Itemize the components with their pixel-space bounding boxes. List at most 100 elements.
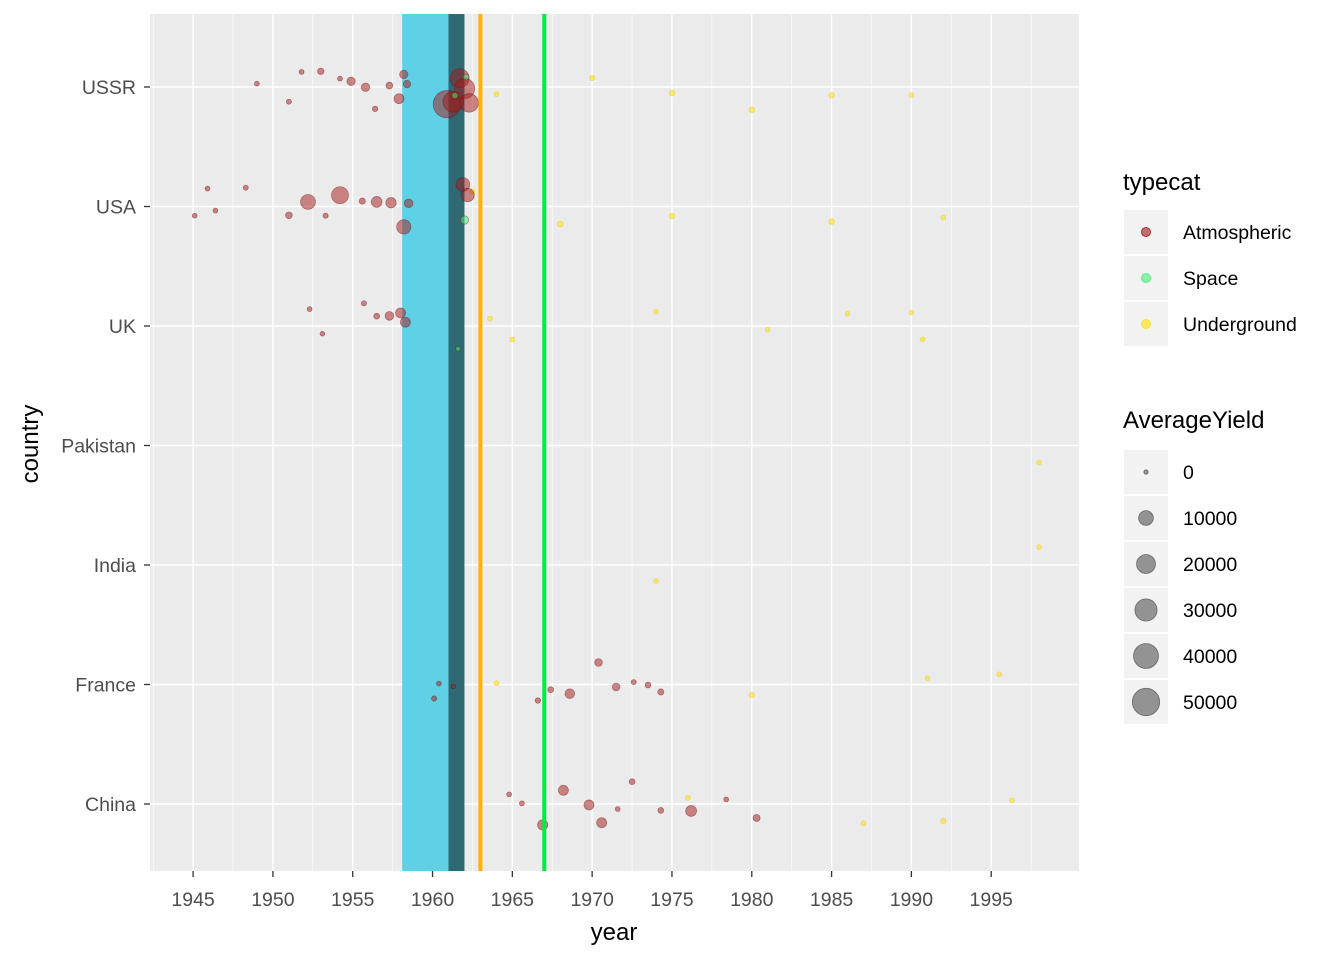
- data-point-atmospheric: [384, 311, 395, 321]
- legend-key-dot: [1141, 273, 1151, 283]
- x-tick-label: 1980: [730, 889, 774, 911]
- data-point-atmospheric: [393, 93, 405, 105]
- points-atmospheric: [191, 67, 761, 831]
- y-tick-label: France: [75, 675, 136, 697]
- x-axis-ticks: 1945 1950 1955 1960 1965 1970 1975 1980 1985 1990…: [171, 871, 1013, 911]
- legend-size-dot: [1136, 554, 1156, 574]
- data-point-underground: [940, 214, 947, 221]
- x-tick-label: 1975: [650, 889, 694, 911]
- data-point-atmospheric: [402, 80, 412, 89]
- data-point-atmospheric: [399, 69, 409, 79]
- data-point-underground: [589, 74, 596, 82]
- data-point-underground: [860, 820, 867, 827]
- data-point-space: [459, 215, 470, 225]
- x-tick-label: 1990: [890, 889, 934, 911]
- legend-size-label: 0: [1183, 462, 1194, 484]
- data-point-atmospheric: [450, 683, 457, 690]
- legend-size-title: AverageYield: [1123, 407, 1264, 434]
- y-tick-label: USSR: [82, 77, 136, 99]
- legend-size-label: 50000: [1183, 692, 1237, 714]
- y-axis-ticks: USSR USA UK Pakistan India France China: [61, 77, 150, 816]
- x-tick-label: 1985: [810, 889, 854, 911]
- legend-size-label: 30000: [1183, 600, 1237, 622]
- y-tick-label: India: [94, 555, 136, 577]
- y-axis-title: country: [17, 405, 44, 484]
- data-point-atmospheric: [322, 212, 329, 219]
- data-point-atmospheric: [400, 316, 411, 328]
- data-point-atmospheric: [358, 197, 366, 205]
- data-point-atmospheric: [459, 93, 479, 113]
- legend-key-dot: [1141, 319, 1151, 329]
- y-tick-label: Pakistan: [61, 436, 136, 458]
- data-point-atmospheric: [558, 784, 569, 796]
- grid-major: [150, 14, 1079, 871]
- legend-color-label: Space: [1183, 268, 1238, 290]
- data-point-atmospheric: [519, 800, 525, 807]
- legend-color-title: typecat: [1123, 169, 1201, 196]
- data-point-atmospheric: [337, 75, 343, 82]
- data-point-atmospheric: [628, 778, 636, 785]
- data-point-atmospheric: [360, 300, 367, 307]
- data-point-atmospheric: [460, 188, 475, 203]
- data-point-atmospheric: [385, 81, 394, 90]
- legend-size-dot: [1134, 598, 1158, 622]
- data-point-atmospheric: [644, 681, 652, 689]
- data-point-underground: [653, 309, 659, 315]
- data-point-atmospheric: [547, 686, 554, 693]
- data-point-atmospheric: [657, 807, 665, 814]
- highlight-band: [402, 14, 449, 871]
- data-point-atmospheric: [254, 80, 260, 87]
- legend-size-dot: [1138, 510, 1154, 526]
- data-point-atmospheric: [285, 211, 293, 219]
- data-point-atmospheric: [611, 682, 621, 692]
- data-point-underground: [748, 106, 755, 113]
- grid-minor: [152, 14, 1032, 871]
- x-axis-title: year: [591, 919, 638, 946]
- data-point-atmospheric: [298, 69, 305, 75]
- data-point-atmospheric: [300, 194, 316, 210]
- data-point-underground: [996, 671, 1003, 678]
- data-point-atmospheric: [657, 688, 665, 696]
- data-point-atmospheric: [723, 796, 729, 803]
- data-point-atmospheric: [191, 212, 198, 219]
- legend-size-dot: [1143, 469, 1149, 475]
- data-point-underground: [924, 675, 931, 682]
- data-point-atmospheric: [370, 196, 383, 208]
- data-point-underground: [828, 92, 835, 99]
- legend-color: Atmospheric Space Underground: [1124, 210, 1297, 346]
- data-point-space: [451, 92, 459, 99]
- x-tick-label: 1955: [331, 889, 375, 911]
- x-tick-label: 1945: [171, 889, 215, 911]
- data-point-atmospheric: [594, 658, 603, 667]
- data-point-underground: [493, 680, 500, 686]
- data-point-atmospheric: [685, 805, 697, 817]
- data-point-atmospheric: [614, 806, 621, 812]
- data-point-underground: [1036, 544, 1042, 550]
- data-point-underground: [668, 89, 676, 97]
- data-point-atmospheric: [506, 791, 512, 798]
- data-point-atmospheric: [396, 219, 412, 235]
- data-point-underground: [487, 315, 493, 322]
- data-point-underground: [1009, 797, 1015, 804]
- data-point-atmospheric: [319, 330, 326, 337]
- data-point-underground: [908, 92, 915, 98]
- data-point-underground: [940, 818, 947, 825]
- points-space: [451, 73, 470, 352]
- x-tick-label: 1950: [251, 889, 295, 911]
- data-point-underground: [844, 311, 851, 317]
- data-point-atmospheric: [372, 105, 379, 112]
- data-point-space: [455, 346, 461, 352]
- x-tick-label: 1995: [970, 889, 1014, 911]
- data-point-atmospheric: [204, 185, 211, 192]
- legend-color-label: Atmospheric: [1183, 222, 1292, 244]
- points-underground: [469, 74, 1042, 827]
- data-point-atmospheric: [306, 306, 313, 312]
- legend-key-dot: [1141, 227, 1151, 237]
- data-point-atmospheric: [395, 307, 406, 319]
- data-point-atmospheric: [212, 207, 219, 214]
- legend-size-label: 10000: [1183, 508, 1237, 530]
- data-point-underground: [509, 336, 516, 343]
- data-point-underground: [685, 795, 691, 801]
- data-point-atmospheric: [534, 697, 542, 704]
